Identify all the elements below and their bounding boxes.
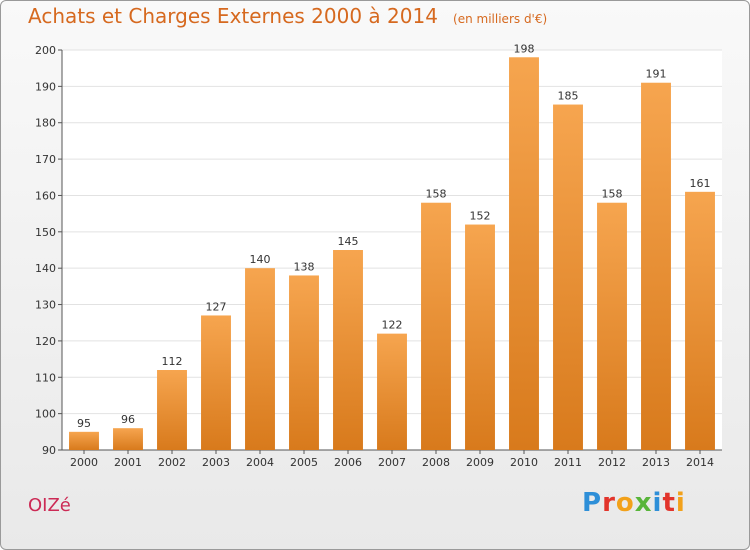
bar-2011: [553, 104, 583, 450]
x-tick-label-2010: 2010: [510, 456, 538, 469]
bar-2010: [509, 57, 539, 450]
bar-2009: [465, 224, 495, 450]
value-label-2000: 95: [77, 417, 91, 430]
bar-2005: [289, 275, 319, 450]
x-tick-label-2009: 2009: [466, 456, 494, 469]
value-label-2009: 152: [470, 210, 491, 223]
y-tick-label: 170: [35, 153, 56, 166]
bar-2003: [201, 315, 231, 450]
y-tick-label: 150: [35, 226, 56, 239]
bar-2014: [685, 191, 715, 450]
x-tick-label-2011: 2011: [554, 456, 582, 469]
x-tick-label-2007: 2007: [378, 456, 406, 469]
x-tick-label-2002: 2002: [158, 456, 186, 469]
bar-2013: [641, 82, 671, 451]
y-tick-label: 190: [35, 80, 56, 93]
x-tick-label-2014: 2014: [686, 456, 714, 469]
bar-2006: [333, 250, 363, 450]
x-tick-label-2004: 2004: [246, 456, 274, 469]
y-tick-label: 120: [35, 335, 56, 348]
x-tick-label-2008: 2008: [422, 456, 450, 469]
value-label-2014: 161: [690, 177, 711, 190]
y-tick-label: 180: [35, 117, 56, 130]
value-label-2010: 198: [514, 42, 535, 55]
commune-name: OIZé: [28, 495, 71, 516]
value-label-2007: 122: [382, 319, 403, 332]
x-tick-label-2001: 2001: [114, 456, 142, 469]
value-label-2001: 96: [121, 413, 135, 426]
y-tick-label: 140: [35, 262, 56, 275]
x-tick-label-2000: 2000: [70, 456, 98, 469]
bar-2001: [113, 428, 143, 450]
value-label-2008: 158: [426, 188, 447, 201]
value-label-2004: 140: [250, 253, 271, 266]
x-tick-label-2012: 2012: [598, 456, 626, 469]
y-tick-label: 200: [35, 44, 56, 57]
bars: [69, 57, 715, 451]
y-tick-label: 130: [35, 299, 56, 312]
value-label-2012: 158: [602, 188, 623, 201]
y-tick-label: 110: [35, 371, 56, 384]
bar-2008: [421, 202, 451, 450]
chart-unit: (en milliers d'€): [453, 12, 548, 26]
chart-title: Achats et Charges Externes 2000 à 2014: [28, 4, 438, 28]
bar-2012: [597, 202, 627, 450]
value-label-2011: 185: [558, 90, 579, 103]
chart-title-row: Achats et Charges Externes 2000 à 2014 (…: [28, 4, 547, 28]
proxiti-logo[interactable]: Proxiti: [582, 488, 686, 518]
value-label-2003: 127: [206, 300, 227, 313]
value-label-2002: 112: [162, 355, 183, 368]
value-label-2006: 145: [338, 235, 359, 248]
y-tick-label: 100: [35, 408, 56, 421]
x-tick-label-2003: 2003: [202, 456, 230, 469]
y-tick-label: 90: [42, 444, 56, 457]
bar-2002: [157, 370, 187, 450]
y-tick-label: 160: [35, 189, 56, 202]
bar-2004: [245, 268, 275, 450]
x-tick-label-2013: 2013: [642, 456, 670, 469]
x-tick-label-2006: 2006: [334, 456, 362, 469]
bar-2007: [377, 333, 407, 450]
value-label-2013: 191: [646, 68, 667, 81]
value-label-2005: 138: [294, 260, 315, 273]
axes: 90 100 110 120 130 140 150 160 170 180 190 200 2000 2…: [35, 44, 722, 469]
labels: 95 96 112 127 140 138 145 122 158 152 198 185 158 191…: [77, 42, 711, 430]
x-tick-label-2005: 2005: [290, 456, 318, 469]
bar-2000: [69, 431, 99, 450]
